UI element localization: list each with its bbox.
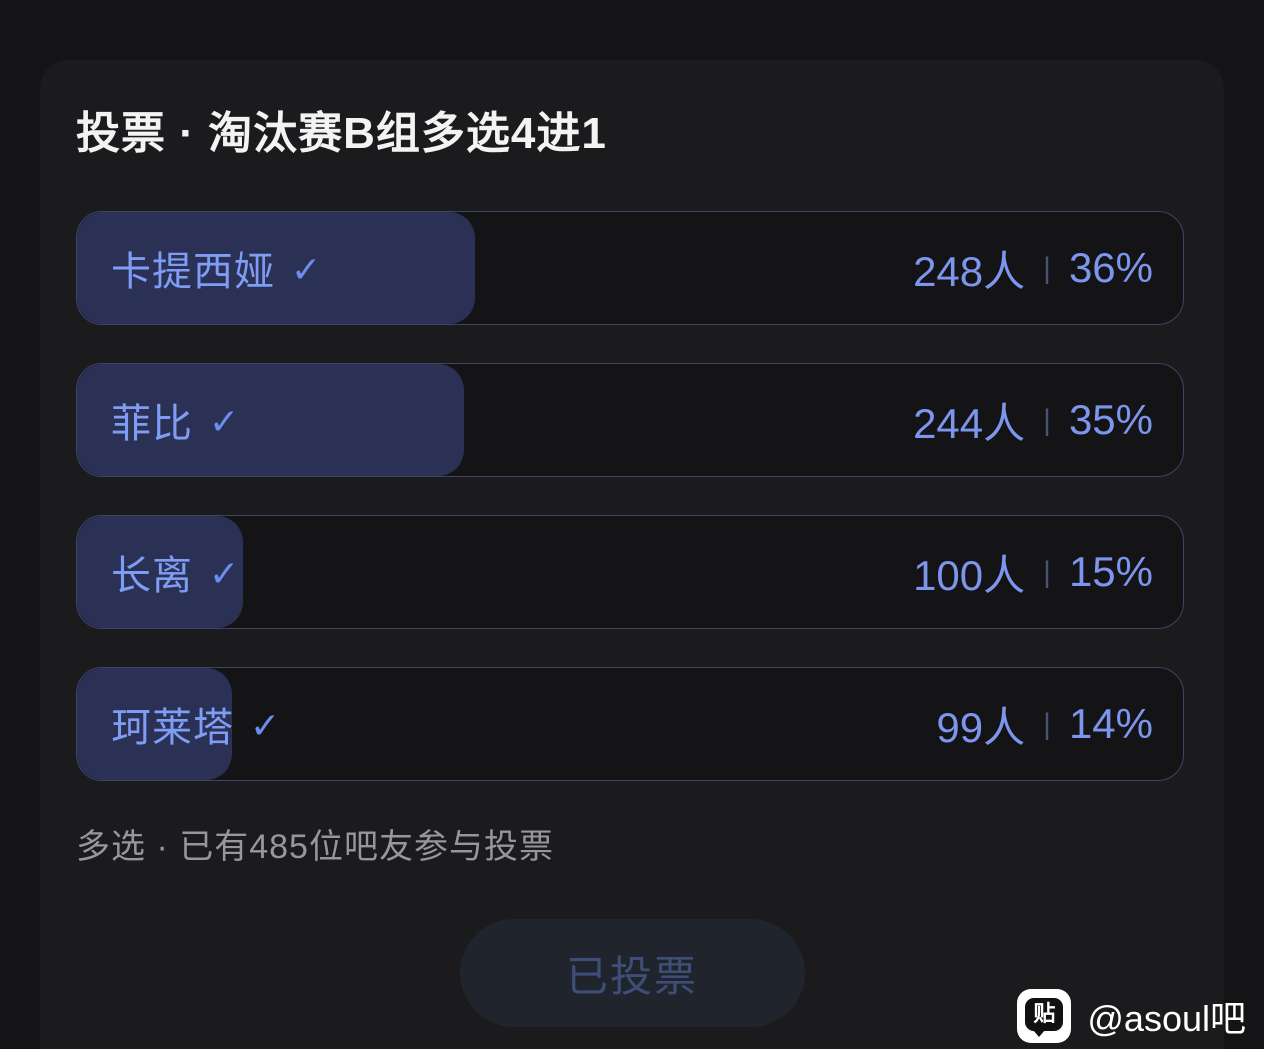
option-label-wrap: 珂莱塔 ✓: [111, 668, 280, 780]
poll-card: 投票 · 淘汰赛B组多选4进1 卡提西娅 ✓ 248人 | 36% 菲比 ✓: [40, 60, 1224, 1049]
result-fill-bar: [77, 516, 243, 628]
option-vote-count: 100人: [913, 551, 1026, 599]
voted-button[interactable]: 已投票: [459, 919, 805, 1027]
check-icon: ✓: [291, 249, 322, 290]
option-label-wrap: 菲比 ✓: [111, 364, 239, 476]
separator-bar: |: [1043, 404, 1051, 437]
poll-option-feibi[interactable]: 菲比 ✓ 244人 | 35%: [76, 363, 1184, 477]
option-values: 244人 | 35%: [913, 364, 1153, 476]
tieba-char: 贴: [1033, 1001, 1056, 1026]
option-values: 99人 | 14%: [936, 668, 1153, 780]
result-fill-bar: [77, 212, 476, 324]
option-label: 珂莱塔: [111, 706, 234, 750]
option-percent: 14%: [1068, 700, 1153, 747]
option-vote-count: 244人: [913, 399, 1026, 447]
poll-options-list: 卡提西娅 ✓ 248人 | 36% 菲比 ✓ 244人 | 35: [76, 211, 1188, 781]
check-icon: ✓: [250, 705, 281, 746]
option-percent: 36%: [1068, 244, 1153, 291]
option-label: 菲比: [111, 402, 193, 446]
watermark-handle: @asoul吧: [1087, 998, 1246, 1039]
option-label: 卡提西娅: [111, 250, 275, 294]
poll-option-kelaita[interactable]: 珂莱塔 ✓ 99人 | 14%: [76, 667, 1184, 781]
poll-option-katixiya[interactable]: 卡提西娅 ✓ 248人 | 36%: [76, 211, 1184, 325]
option-label-wrap: 卡提西娅 ✓: [111, 212, 321, 324]
poll-option-changli[interactable]: 长离 ✓ 100人 | 15%: [76, 515, 1184, 629]
check-icon: ✓: [209, 553, 240, 594]
poll-title: 投票 · 淘汰赛B组多选4进1: [76, 109, 607, 158]
option-vote-count: 248人: [913, 247, 1026, 295]
option-percent: 15%: [1068, 548, 1153, 595]
option-percent: 35%: [1068, 396, 1153, 443]
option-values: 248人 | 36%: [913, 212, 1153, 324]
option-values: 100人 | 15%: [913, 516, 1153, 628]
separator-bar: |: [1043, 556, 1051, 589]
option-label: 长离: [111, 554, 193, 598]
option-vote-count: 99人: [936, 703, 1026, 751]
separator-bar: |: [1043, 708, 1051, 741]
result-fill-bar: [77, 668, 232, 780]
tieba-logo-icon: 贴: [1017, 989, 1072, 1043]
result-fill-bar: [77, 364, 465, 476]
check-icon: ✓: [209, 401, 240, 442]
watermark: 贴 @asoul吧: [1017, 989, 1246, 1043]
poll-participation-summary: 多选 · 已有485位吧友参与投票: [76, 828, 554, 866]
speech-bubble-icon: 贴: [1025, 997, 1064, 1037]
separator-bar: |: [1043, 252, 1051, 285]
option-label-wrap: 长离 ✓: [111, 516, 239, 628]
